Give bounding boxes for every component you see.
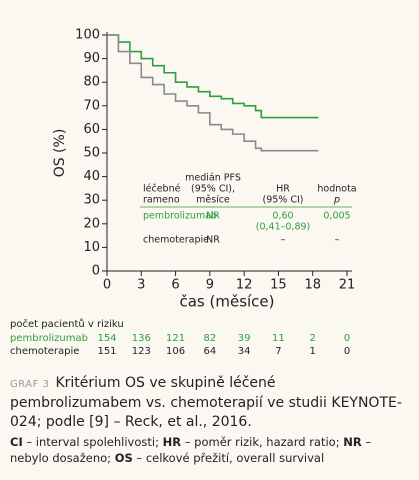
table-cell: (0,41–0,89) xyxy=(256,222,310,233)
risk-count: 39 xyxy=(238,333,251,344)
footnote: CI – interval spolehlivosti; HR – poměr … xyxy=(10,434,410,466)
table-cell: NR xyxy=(206,211,220,222)
risk-count: 0 xyxy=(344,333,350,344)
y-tick-label: 40 xyxy=(83,169,100,184)
footnote-text: – poměr rizik, hazard ratio; xyxy=(181,435,344,449)
x-tick-label: 9 xyxy=(206,278,214,293)
y-tick-label: 20 xyxy=(83,216,100,231)
caption-label: GRAF 3 xyxy=(10,379,50,390)
x-tick-label: 18 xyxy=(304,278,321,293)
caption-text: Kritérium OS ve skupině léčené pembroliz… xyxy=(10,375,402,430)
footnote-term: CI xyxy=(10,435,23,449)
x-tick-label: 12 xyxy=(236,278,253,293)
x-tick-label: 21 xyxy=(339,278,356,293)
risk-title: počet pacientů v riziku xyxy=(10,318,124,330)
table-header: měsíce xyxy=(196,195,230,206)
table-header: (95% CI), xyxy=(191,184,235,195)
table-header: (95% CI) xyxy=(263,195,304,206)
footnote-text: – nebylo dosaženo; xyxy=(10,435,372,465)
footnote-text: – interval spolehlivosti; xyxy=(22,435,163,449)
risk-name: pembrolizumab xyxy=(10,333,88,344)
risk-count: 106 xyxy=(166,346,185,357)
table-header: léčebné xyxy=(143,184,181,195)
footnote-text: – celkové přežití, overall survival xyxy=(132,451,325,465)
table-cell: 0,005 xyxy=(323,211,350,222)
risk-count: 82 xyxy=(203,333,216,344)
footnote-term: NR xyxy=(343,435,362,449)
table-cell: pembrolizumab xyxy=(143,211,217,222)
table-cell: chemoterapie xyxy=(143,235,209,246)
y-tick-label: 60 xyxy=(83,122,100,137)
risk-count: 7 xyxy=(275,346,281,357)
table-header: p xyxy=(333,195,340,206)
footnote-term: OS xyxy=(114,451,133,465)
chart: OS (%) čas (měsíce) 01020304050607080901… xyxy=(10,28,357,358)
km-curve xyxy=(107,34,319,152)
risk-count: 121 xyxy=(166,333,185,344)
footnote-term: HR xyxy=(162,435,182,449)
caption: GRAF 3 Kritérium OS ve skupině léčené pem… xyxy=(10,374,410,432)
y-tick-label: 70 xyxy=(83,98,100,113)
risk-count: 34 xyxy=(238,346,251,357)
table-header: rameno xyxy=(143,195,180,206)
x-tick-label: 15 xyxy=(270,278,287,293)
table-cell: – xyxy=(281,235,286,246)
y-tick-label: 0 xyxy=(92,264,100,279)
risk-count: 11 xyxy=(272,333,285,344)
y-tick-label: 100 xyxy=(75,28,100,43)
risk-count: 1 xyxy=(310,346,316,357)
table-header: HR xyxy=(276,184,290,195)
risk-count: 154 xyxy=(97,333,116,344)
x-tick-label: 6 xyxy=(171,278,179,293)
risk-count: 0 xyxy=(344,346,350,357)
y-tick-label: 50 xyxy=(83,146,100,161)
risk-count: 123 xyxy=(132,346,151,357)
risk-count: 151 xyxy=(97,346,116,357)
table-header: medián PFS xyxy=(185,173,241,184)
table-cell: NR xyxy=(206,235,220,246)
y-axis-label: OS (%) xyxy=(52,129,68,178)
x-tick-label: 0 xyxy=(103,278,111,293)
risk-count: 64 xyxy=(203,346,216,357)
x-axis-label: čas (měsíce) xyxy=(179,293,274,311)
table-header: hodnota xyxy=(317,184,356,195)
x-tick-label: 3 xyxy=(137,278,145,293)
y-tick-label: 10 xyxy=(83,240,100,255)
km-curve xyxy=(107,34,319,119)
risk-count: 136 xyxy=(132,333,151,344)
table-cell: – xyxy=(335,235,340,246)
risk-name: chemoterapie xyxy=(10,346,79,357)
y-tick-label: 90 xyxy=(83,51,100,66)
table-cell: 0,60 xyxy=(272,211,293,222)
y-tick-label: 30 xyxy=(83,193,100,208)
risk-count: 2 xyxy=(310,333,316,344)
y-tick-label: 80 xyxy=(83,75,100,90)
